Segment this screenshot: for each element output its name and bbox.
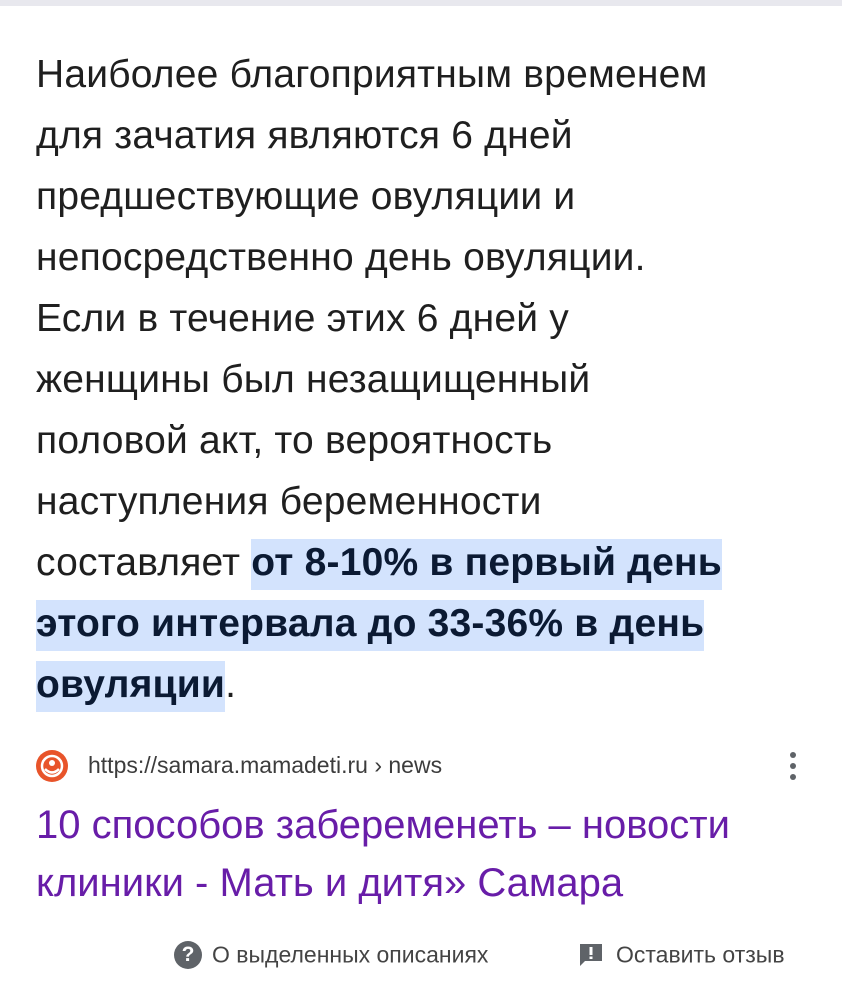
snippet-line: Если в течение этих 6 дней у [36, 288, 816, 349]
featured-snippet-text: Наиболее благоприятным временем для зача… [36, 44, 816, 715]
snippet-text: Наиболее благоприятным временем [36, 53, 708, 96]
feedback-label: Оставить отзыв [616, 941, 785, 968]
snippet-text: непосредственно день овуляции. [36, 236, 646, 279]
feedback-button[interactable]: Оставить отзыв [578, 940, 785, 974]
snippet-line: женщины был незащищенный [36, 349, 816, 410]
snippet-line: составляет от 8-10% в первый день [36, 532, 816, 593]
highlighted-text: овуляции [36, 661, 226, 712]
snippet-text: для зачатия являются 6 дней [36, 114, 573, 157]
result-title-link[interactable]: 10 способов забеременеть – новости клини… [36, 796, 730, 912]
snippet-text: . [225, 663, 237, 706]
help-icon: ? [174, 940, 202, 969]
snippet-text: половой акт, то вероятность [36, 419, 553, 462]
snippet-text: Если в течение этих 6 дней у [36, 297, 569, 340]
snippet-line: предшествующие овуляции и [36, 166, 816, 227]
snippet-text: предшествующие овуляции и [36, 175, 576, 218]
snippet-line: Наиболее благоприятным временем [36, 44, 816, 105]
snippet-line: половой акт, то вероятность [36, 410, 816, 471]
snippet-line: овуляции. [36, 654, 816, 715]
highlighted-text: от 8-10% в первый день [251, 539, 722, 590]
snippet-line: этого интервала до 33-36% в день [36, 593, 816, 654]
snippet-line: для зачатия являются 6 дней [36, 105, 816, 166]
about-label: О выделенных описаниях [212, 941, 489, 968]
top-divider [0, 0, 842, 6]
about-featured-snippets-button[interactable]: ? О выделенных описаниях [174, 940, 488, 974]
snippet-text: составляет [36, 541, 252, 584]
result-title-line[interactable]: 10 способов забеременеть – новости [36, 803, 730, 847]
snippet-text: женщины был незащищенный [36, 358, 591, 401]
more-options-icon[interactable] [788, 752, 798, 786]
snippet-line: непосредственно день овуляции. [36, 227, 816, 288]
result-source[interactable]: https://samara.mamadeti.ru › news [36, 748, 816, 784]
result-title-line[interactable]: клиники - Мать и дитя» Самара [36, 861, 624, 905]
highlighted-text: этого интервала до 33-36% в день [36, 600, 705, 651]
feedback-icon [580, 943, 602, 966]
mamadeti-logo-icon [36, 750, 68, 782]
result-url[interactable]: https://samara.mamadeti.ru › news [88, 752, 443, 778]
snippet-line: наступления беременности [36, 471, 816, 532]
snippet-text: наступления беременности [36, 480, 542, 523]
